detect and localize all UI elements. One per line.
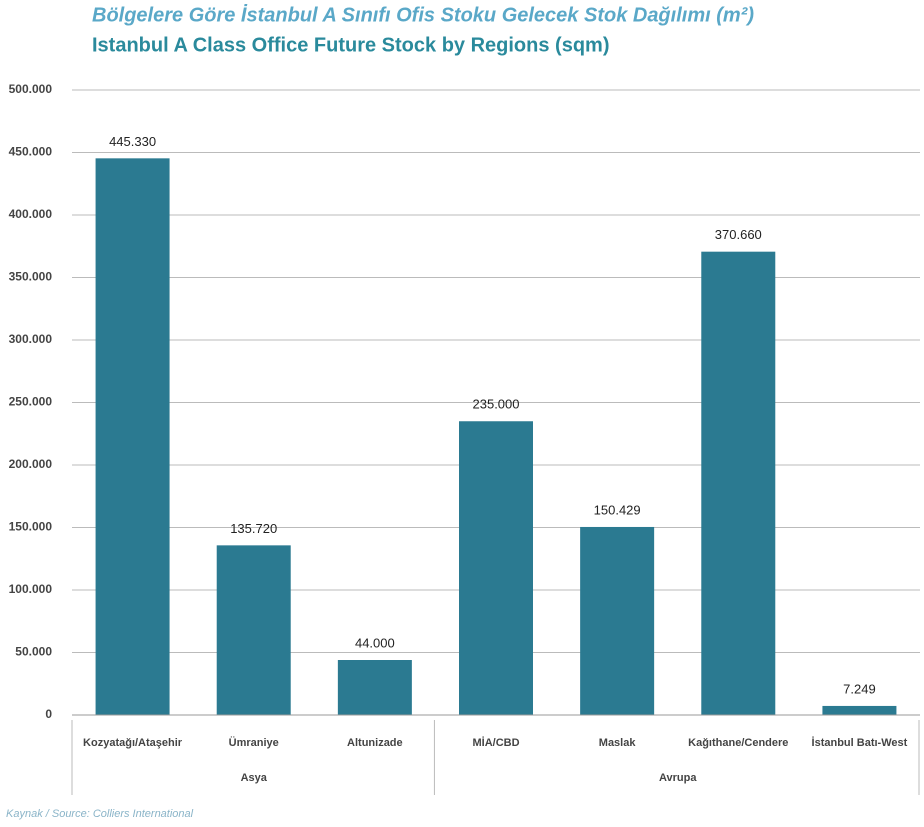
bar [337,660,412,715]
x-tick-label: İstanbul Batı-West [812,736,908,749]
bar [580,526,655,715]
value-label: 135.720 [230,521,277,536]
y-tick-label: 300.000 [9,332,53,346]
x-tick-label: Kağıthane/Cendere [688,737,788,749]
y-tick-label: 200.000 [9,457,53,471]
y-tick-label: 400.000 [9,207,53,221]
value-label: 7.249 [843,681,876,696]
bar [95,158,170,715]
y-tick-label: 50.000 [15,645,52,659]
y-tick-label: 100.000 [9,582,53,596]
group-label: Avrupa [659,772,697,784]
value-label: 235.000 [473,397,520,412]
y-tick-label: 150.000 [9,520,53,534]
value-label: 150.429 [594,502,641,517]
x-tick-label: MİA/CBD [472,736,519,749]
bar [701,251,776,716]
x-tick-label: Altunizade [347,737,403,749]
value-label: 44.000 [355,635,395,650]
y-tick-label: 450.000 [9,145,53,159]
value-label: 445.330 [109,134,156,149]
bar [822,705,897,715]
group-label: Asya [241,772,268,784]
y-tick-label: 500.000 [9,82,53,96]
x-tick-label: Maslak [599,737,637,749]
bar [216,545,291,715]
y-tick-label: 250.000 [9,395,53,409]
source: Kaynak / Source: Colliers International [6,808,194,820]
chart-title: Bölgelere Göre İstanbul A Sınıfı Ofis St… [92,3,754,26]
chart-subtitle: Istanbul A Class Office Future Stock by … [92,34,610,56]
y-tick-label: 350.000 [9,270,53,284]
x-tick-label: Ümraniye [229,736,279,749]
y-tick-label: 0 [45,707,52,721]
value-label: 370.660 [715,227,762,242]
x-tick-label: Kozyatağı/Ataşehir [83,737,183,749]
bar [459,421,533,715]
